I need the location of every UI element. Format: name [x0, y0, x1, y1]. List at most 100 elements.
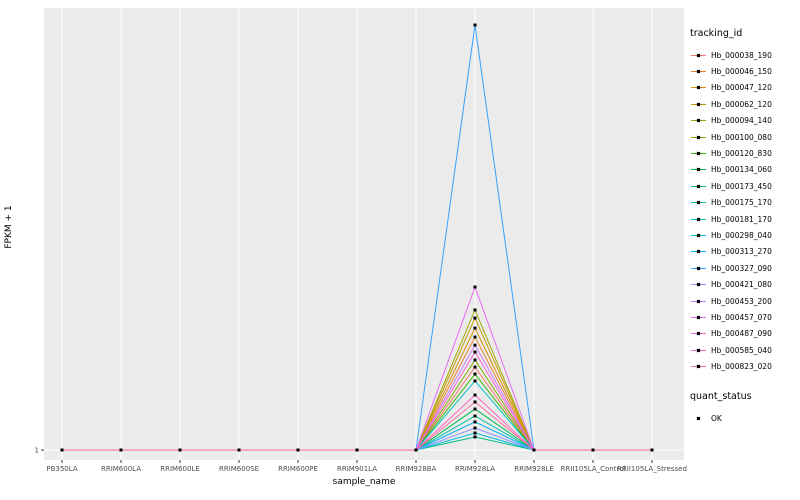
legend-item-label: Hb_000175_170	[711, 198, 772, 208]
legend-item-Hb_000457_070: Hb_000457_070	[690, 309, 798, 325]
legend-item-Hb_000313_270: Hb_000313_270	[690, 244, 798, 260]
legend-key-line-point-icon	[691, 168, 706, 172]
data-point	[237, 448, 241, 452]
plot-panel	[44, 8, 684, 460]
x-tick-label: RRIM901LA	[337, 465, 377, 473]
data-point	[355, 448, 359, 452]
legend-key-line-point-icon	[691, 266, 706, 270]
legend-key-line-point-icon	[691, 184, 706, 188]
data-point	[473, 365, 477, 369]
data-point	[473, 379, 477, 383]
legend-item-label: Hb_000046_150	[711, 67, 772, 77]
data-point	[473, 343, 477, 347]
legend-item-label: Hb_000313_270	[711, 247, 772, 257]
legend-item-Hb_000094_140: Hb_000094_140	[690, 113, 798, 129]
data-point	[650, 448, 654, 452]
legend-item-label: Hb_000585_040	[711, 345, 772, 355]
x-tick-label: RRIM600LE	[160, 465, 200, 473]
legend-item-Hb_000453_200: Hb_000453_200	[690, 293, 798, 309]
data-point	[473, 414, 477, 418]
legend-item-ok: OK	[690, 410, 798, 426]
x-axis-title: sample_name	[332, 477, 396, 487]
legend-item-label: Hb_000421_080	[711, 280, 772, 290]
legend-title-tracking-id: tracking_id	[690, 28, 743, 39]
legend-item-Hb_000062_120: Hb_000062_120	[690, 96, 798, 112]
legend-item-Hb_000100_080: Hb_000100_080	[690, 129, 798, 145]
legend-key-line-point-icon	[691, 365, 706, 369]
data-point	[473, 426, 477, 430]
legend-item-label: Hb_000823_020	[711, 362, 772, 372]
data-point	[473, 285, 477, 289]
legend-item-label: OK	[711, 413, 722, 423]
x-tick-label: RRIM600PE	[278, 465, 318, 473]
data-point	[473, 420, 477, 424]
data-point	[296, 448, 300, 452]
legend-key-line-point-icon	[691, 135, 706, 139]
legend-item-label: Hb_000327_090	[711, 263, 772, 273]
legend-key-line-point-icon	[691, 299, 706, 303]
legend-key-line-point-icon	[691, 332, 706, 336]
data-point	[178, 448, 182, 452]
y-axis-title: FPKM + 1	[4, 205, 14, 249]
x-tick-label: PB350LA	[46, 465, 77, 473]
x-tick-label: RRIM600LA	[101, 465, 141, 473]
x-tick-label: RRII105LA_Control	[561, 465, 626, 473]
data-point	[532, 448, 536, 452]
legend-key-line-point-icon	[691, 348, 706, 352]
data-point	[473, 435, 477, 439]
legend-item-label: Hb_000181_170	[711, 214, 772, 224]
legend-key-line-point-icon	[691, 315, 706, 320]
data-point	[473, 23, 477, 27]
legend-key-line-point-icon	[691, 217, 706, 221]
data-point	[473, 407, 477, 411]
legend-item-Hb_000120_830: Hb_000120_830	[690, 145, 798, 161]
legend-item-label: Hb_000120_830	[711, 149, 772, 159]
legend-panel: tracking_id Hb_000038_190 Hb_000046_150 Hb…	[690, 28, 798, 426]
legend-item-Hb_000038_190: Hb_000038_190	[690, 47, 798, 63]
data-point	[60, 448, 64, 452]
data-point	[473, 358, 477, 362]
data-point	[473, 308, 477, 312]
legend-quant-status-block: quant_status OK	[690, 391, 798, 426]
legend-item-Hb_000134_060: Hb_000134_060	[690, 162, 798, 178]
legend-item-Hb_000298_040: Hb_000298_040	[690, 227, 798, 243]
legend-item-label: Hb_000457_070	[711, 312, 772, 322]
legend-item-label: Hb_000062_120	[711, 99, 772, 109]
legend-item-label: Hb_000100_080	[711, 132, 772, 142]
data-point	[473, 372, 477, 376]
data-point	[414, 448, 418, 452]
legend-key-line-point-icon	[691, 283, 706, 287]
data-point	[473, 393, 477, 397]
legend-key-line-point-icon	[691, 151, 706, 156]
legend-key-line-point-icon	[691, 233, 706, 238]
legend-item-Hb_000421_080: Hb_000421_080	[690, 276, 798, 292]
legend-item-Hb_000173_450: Hb_000173_450	[690, 178, 798, 194]
x-tick-label: RRIM928LE	[514, 465, 554, 473]
legend-item-label: Hb_000487_090	[711, 329, 772, 339]
legend-item-label: Hb_000094_140	[711, 116, 772, 126]
legend-item-label: Hb_000173_450	[711, 181, 772, 191]
data-point	[473, 316, 477, 320]
legend-item-Hb_000327_090: Hb_000327_090	[690, 260, 798, 276]
x-tick-label: RRIM928BA	[396, 465, 437, 473]
legend-item-label: Hb_000298_040	[711, 230, 772, 240]
data-point	[591, 448, 595, 452]
black-square-point-icon	[696, 416, 701, 420]
legend-key-line-point-icon	[691, 201, 706, 205]
legend-item-Hb_000175_170: Hb_000175_170	[690, 195, 798, 211]
legend-item-label: Hb_000134_060	[711, 165, 772, 175]
legend-item-label: Hb_000453_200	[711, 296, 772, 306]
legend-key-line-point-icon	[691, 102, 706, 106]
data-point	[473, 400, 477, 404]
data-point	[473, 326, 477, 330]
data-point	[473, 350, 477, 354]
legend-item-Hb_000047_120: Hb_000047_120	[690, 80, 798, 96]
legend-item-list: Hb_000038_190 Hb_000046_150 Hb_000047_120 H…	[690, 47, 798, 375]
x-tick-label: RRII105LA_Stressed	[617, 465, 687, 473]
legend-item-Hb_000487_090: Hb_000487_090	[690, 326, 798, 342]
legend-key-line-point-icon	[691, 53, 706, 57]
legend-item-label: Hb_000038_190	[711, 50, 772, 60]
legend-item-Hb_000181_170: Hb_000181_170	[690, 211, 798, 227]
